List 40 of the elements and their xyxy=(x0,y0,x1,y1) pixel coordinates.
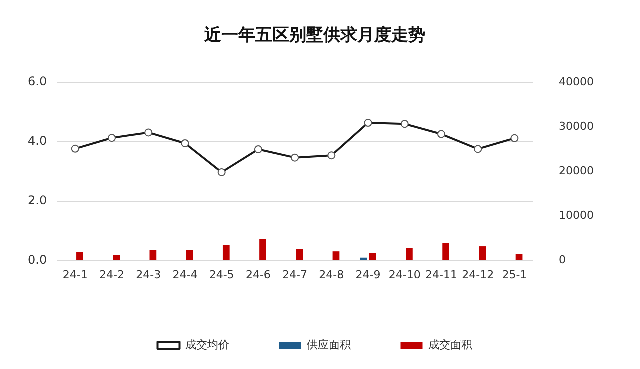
bar xyxy=(369,253,376,260)
y2-tick-label: 0 xyxy=(559,254,566,267)
bar xyxy=(113,255,120,260)
x-tick-label: 24-10 xyxy=(388,268,421,282)
legend-label: 成交面积 xyxy=(428,338,472,352)
x-tick-label: 24-4 xyxy=(172,268,198,282)
x-tick-label: 24-5 xyxy=(209,268,234,282)
x-tick-label: 24-7 xyxy=(282,268,308,282)
bar xyxy=(442,243,450,260)
chart-title: 近一年五区别墅供求月度走势 xyxy=(204,26,426,46)
x-tick-label: 24-1 xyxy=(62,268,88,282)
bar xyxy=(406,248,413,260)
x-tick-label: 24-2 xyxy=(100,268,124,282)
legend-label: 成交均价 xyxy=(185,338,230,352)
x-tick-label: 24-3 xyxy=(136,268,162,282)
bar xyxy=(150,250,157,260)
x-tick-label: 24-9 xyxy=(356,268,381,282)
x-tick-label: 24-6 xyxy=(246,268,271,282)
bar xyxy=(360,258,368,260)
legend-label: 供应面积 xyxy=(306,338,351,352)
x-tick-label: 24-8 xyxy=(319,268,344,282)
bar xyxy=(260,239,266,260)
y2-tick-label: 10000 xyxy=(559,209,594,222)
y-tick-label: 6.0 xyxy=(28,74,48,89)
y2-tick-label: 20000 xyxy=(559,164,594,178)
y-tick-label: 2.0 xyxy=(28,193,48,208)
y-tick-label: 0.0 xyxy=(28,252,48,267)
x-tick-label: 25-1 xyxy=(502,268,528,282)
y2-tick-label: 40000 xyxy=(559,75,594,88)
bar xyxy=(516,254,523,260)
bar xyxy=(479,246,486,260)
bar xyxy=(296,250,304,260)
x-tick-label: 24-12 xyxy=(462,268,494,282)
bar xyxy=(186,250,194,260)
x-tick-label: 24-11 xyxy=(426,268,458,282)
y2-tick-label: 30000 xyxy=(559,120,594,133)
bar xyxy=(332,252,340,260)
bar xyxy=(222,245,230,260)
y-tick-label: 4.0 xyxy=(28,134,48,148)
bar xyxy=(76,252,84,260)
